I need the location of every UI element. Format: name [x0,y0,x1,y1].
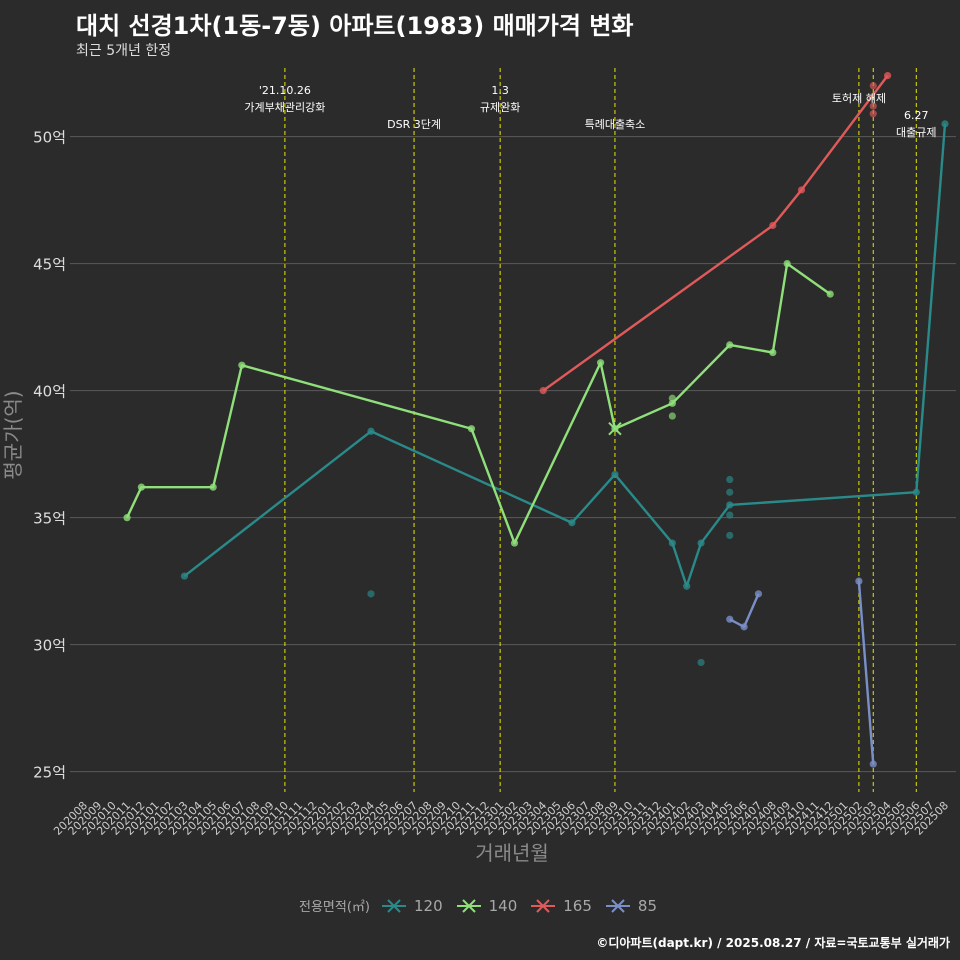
data-point-120 [726,531,734,540]
data-point-140 [826,290,834,298]
data-point-140 [238,361,246,369]
legend-item-165[interactable]: 165 [531,897,592,915]
data-point-140 [668,394,676,402]
data-point-140 [726,341,734,349]
chart-subtitle: 최근 5개년 한정 [76,43,172,59]
data-point-85 [740,623,748,631]
legend-key-85-icon [605,898,630,913]
series-line-85 [729,593,760,629]
legend-label-85: 85 [637,896,657,915]
data-point-120 [611,470,619,479]
data-point-120 [726,475,734,484]
data-point-165 [797,186,806,194]
series-line-140 [125,262,831,545]
y-tick-label: 45억 [33,256,66,274]
legend: 전용면적(㎡) 120 140 165 85 [0,896,960,916]
data-point-85 [855,577,863,585]
data-point-140 [123,514,131,522]
event-lines [284,68,917,792]
data-point-165 [869,110,877,118]
data-point-85 [754,590,763,598]
event-annotation: DSR 3단계 [387,118,441,131]
legend-label-165: 165 [563,896,592,915]
legend-item-140[interactable]: 140 [456,896,518,915]
legend-label-120: 120 [413,896,443,915]
event-annotation: 특례대출축소 [585,118,646,131]
legend-key-120-icon [381,898,406,913]
event-annotation: 1.3 [491,84,509,97]
data-point-120 [697,539,705,547]
data-point-120 [941,120,949,128]
legend-item-85[interactable]: 85 [605,896,657,915]
y-tick-label: 35억 [33,510,66,528]
event-annotation: 6.27 [904,109,929,122]
data-point-120 [697,658,705,667]
data-point-165 [769,221,777,230]
series-line-165 [542,74,889,392]
event-annotation: 규제완화 [480,101,520,114]
data-point-140 [597,359,605,367]
data-point-165 [869,82,877,90]
chart-title: 대치 선경1차(1동-7동) 아파트(1983) 매매가격 변화 [76,12,634,40]
data-point-120 [726,501,734,509]
y-axis-label: 평균가(억) [1,390,25,479]
data-point-85 [869,760,877,768]
legend-title: 전용면적(㎡) [299,900,370,915]
y-axis-tick-labels: 25억 30억 35억 40억 45억 50억 [33,129,66,782]
y-tick-label: 30억 [33,637,66,655]
data-point-140 [209,483,217,491]
data-point-165 [884,72,892,80]
event-annotation: 가계부채관리강화 [244,101,325,114]
data-point-120 [367,427,375,435]
data-point-120 [726,511,734,519]
legend-key-140-icon [456,898,481,913]
data-point-140 [783,260,791,268]
event-annotation: 토허제 해제 [832,91,886,105]
y-tick-label: 50억 [33,129,66,147]
data-point-120 [726,488,734,496]
data-point-120 [668,539,676,547]
data-point-165 [539,387,547,395]
data-point-165 [869,102,877,110]
x-axis-label: 거래년월 [475,841,549,865]
data-point-120 [683,582,691,590]
series-layer [123,72,949,768]
legend-item-120[interactable]: 120 [381,896,443,915]
x-axis-tick-labels: 2020082020092020102020112020122021012021… [51,799,951,838]
cross-marker [608,422,622,436]
data-point-85 [726,615,734,623]
data-point-140 [668,412,676,420]
legend-key-165-icon [531,898,556,913]
data-point-140 [137,483,145,491]
event-annotation: 대출규제 [896,126,936,139]
y-tick-label: 25억 [33,764,66,782]
data-point-120 [568,519,576,527]
data-point-120 [180,572,189,580]
data-point-120 [912,488,920,496]
grid-lines [70,136,956,773]
y-tick-label: 40억 [33,383,66,401]
data-point-140 [510,539,519,547]
data-point-140 [467,425,476,433]
data-point-140 [769,348,777,357]
series-line-85-b [857,581,875,765]
series-line-120 [183,123,947,588]
event-annotation: '21.10.26 [259,84,311,97]
legend-label-140: 140 [488,896,518,915]
data-point-120 [367,590,375,598]
data-point-140 [668,399,676,407]
source-caption: ©디아파트(dapt.kr) / 2025.08.27 / 자료=국토교통부 실… [596,936,950,950]
